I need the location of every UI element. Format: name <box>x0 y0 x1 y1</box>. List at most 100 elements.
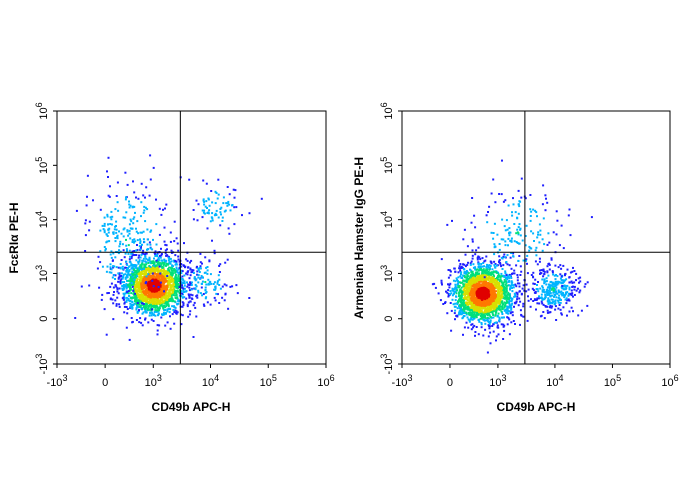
event-dot <box>525 258 528 261</box>
event-dot <box>105 333 108 336</box>
event-dot <box>481 265 484 268</box>
event-dot <box>199 261 202 264</box>
event-dot <box>210 282 213 285</box>
event-dot <box>125 270 128 273</box>
event-dot <box>559 273 562 276</box>
event-dot <box>456 314 459 317</box>
event-dot <box>133 238 136 241</box>
event-dot <box>449 274 452 277</box>
event-dot <box>473 324 476 327</box>
event-dot <box>565 287 568 290</box>
event-dot <box>462 263 465 266</box>
event-dot <box>484 322 487 325</box>
event-dot <box>484 309 487 312</box>
event-dot <box>536 263 539 266</box>
event-dot <box>464 294 467 297</box>
event-dot <box>208 204 211 207</box>
event-dot <box>470 323 473 326</box>
event-dot <box>203 271 206 274</box>
event-dot <box>146 228 149 231</box>
event-dot <box>166 275 169 277</box>
event-dot <box>201 262 203 265</box>
event-dot <box>466 316 469 319</box>
event-dot <box>155 299 158 302</box>
event-dot <box>177 268 180 271</box>
event-dot <box>110 271 113 274</box>
event-dot <box>511 290 514 293</box>
event-dot <box>534 290 537 293</box>
event-dot <box>151 272 154 275</box>
event-dot <box>539 269 541 272</box>
event-dot <box>131 241 134 243</box>
event-dot <box>149 261 152 264</box>
event-dot <box>160 297 163 300</box>
event-dot <box>189 267 192 270</box>
event-dot <box>501 274 504 277</box>
event-dot <box>504 309 507 311</box>
event-dot <box>112 232 115 235</box>
event-dot <box>437 292 440 295</box>
event-dot <box>503 306 506 309</box>
event-dot <box>130 267 133 270</box>
event-dot <box>505 285 508 288</box>
event-dot <box>131 266 134 269</box>
event-dot <box>141 243 143 246</box>
event-dot <box>169 231 172 234</box>
event-dot <box>124 273 127 276</box>
event-dot <box>531 287 534 290</box>
event-dot <box>578 291 581 294</box>
event-dot <box>140 304 143 307</box>
event-dot <box>156 262 159 265</box>
event-dot <box>495 339 497 342</box>
event-dot <box>173 300 176 303</box>
event-dot <box>431 283 434 286</box>
event-dot <box>225 202 228 205</box>
event-dot <box>160 247 162 250</box>
event-dot <box>145 261 148 264</box>
event-dot <box>506 316 509 319</box>
event-dot <box>139 305 142 308</box>
event-dot <box>154 279 157 282</box>
event-dot <box>140 253 143 256</box>
event-dot <box>213 252 216 255</box>
event-dot <box>496 314 499 317</box>
event-dot <box>579 289 582 292</box>
event-dot <box>510 267 513 270</box>
event-dot <box>507 297 510 300</box>
event-dot <box>480 316 483 319</box>
event-dot <box>181 301 184 304</box>
event-dot <box>127 272 130 275</box>
event-dot <box>142 272 145 275</box>
event-dot <box>548 302 551 305</box>
event-dot <box>221 285 224 288</box>
event-dot <box>196 296 199 299</box>
event-dot <box>532 271 535 274</box>
event-dot <box>112 302 115 305</box>
event-dot <box>465 297 468 299</box>
event-dot <box>538 295 540 298</box>
event-dot <box>511 311 514 314</box>
event-dot <box>498 305 501 308</box>
event-dot <box>205 296 208 299</box>
event-dot <box>136 285 139 288</box>
event-dot <box>476 256 479 259</box>
event-dot <box>455 292 458 295</box>
event-dot <box>158 306 161 309</box>
event-dot <box>151 285 154 288</box>
event-dot <box>488 323 491 325</box>
event-dot <box>485 283 488 286</box>
event-dot <box>165 270 167 273</box>
event-dot <box>145 257 148 260</box>
event-dot <box>152 320 155 322</box>
event-dot <box>126 249 128 252</box>
event-dot <box>537 290 540 293</box>
event-dot <box>476 303 479 305</box>
event-dot <box>462 316 465 319</box>
event-dot <box>128 249 131 252</box>
event-dot <box>467 284 470 287</box>
event-dot <box>164 309 167 311</box>
event-dot <box>197 269 200 272</box>
event-dot <box>135 259 138 262</box>
event-dot <box>112 266 115 269</box>
event-dot <box>180 269 183 272</box>
